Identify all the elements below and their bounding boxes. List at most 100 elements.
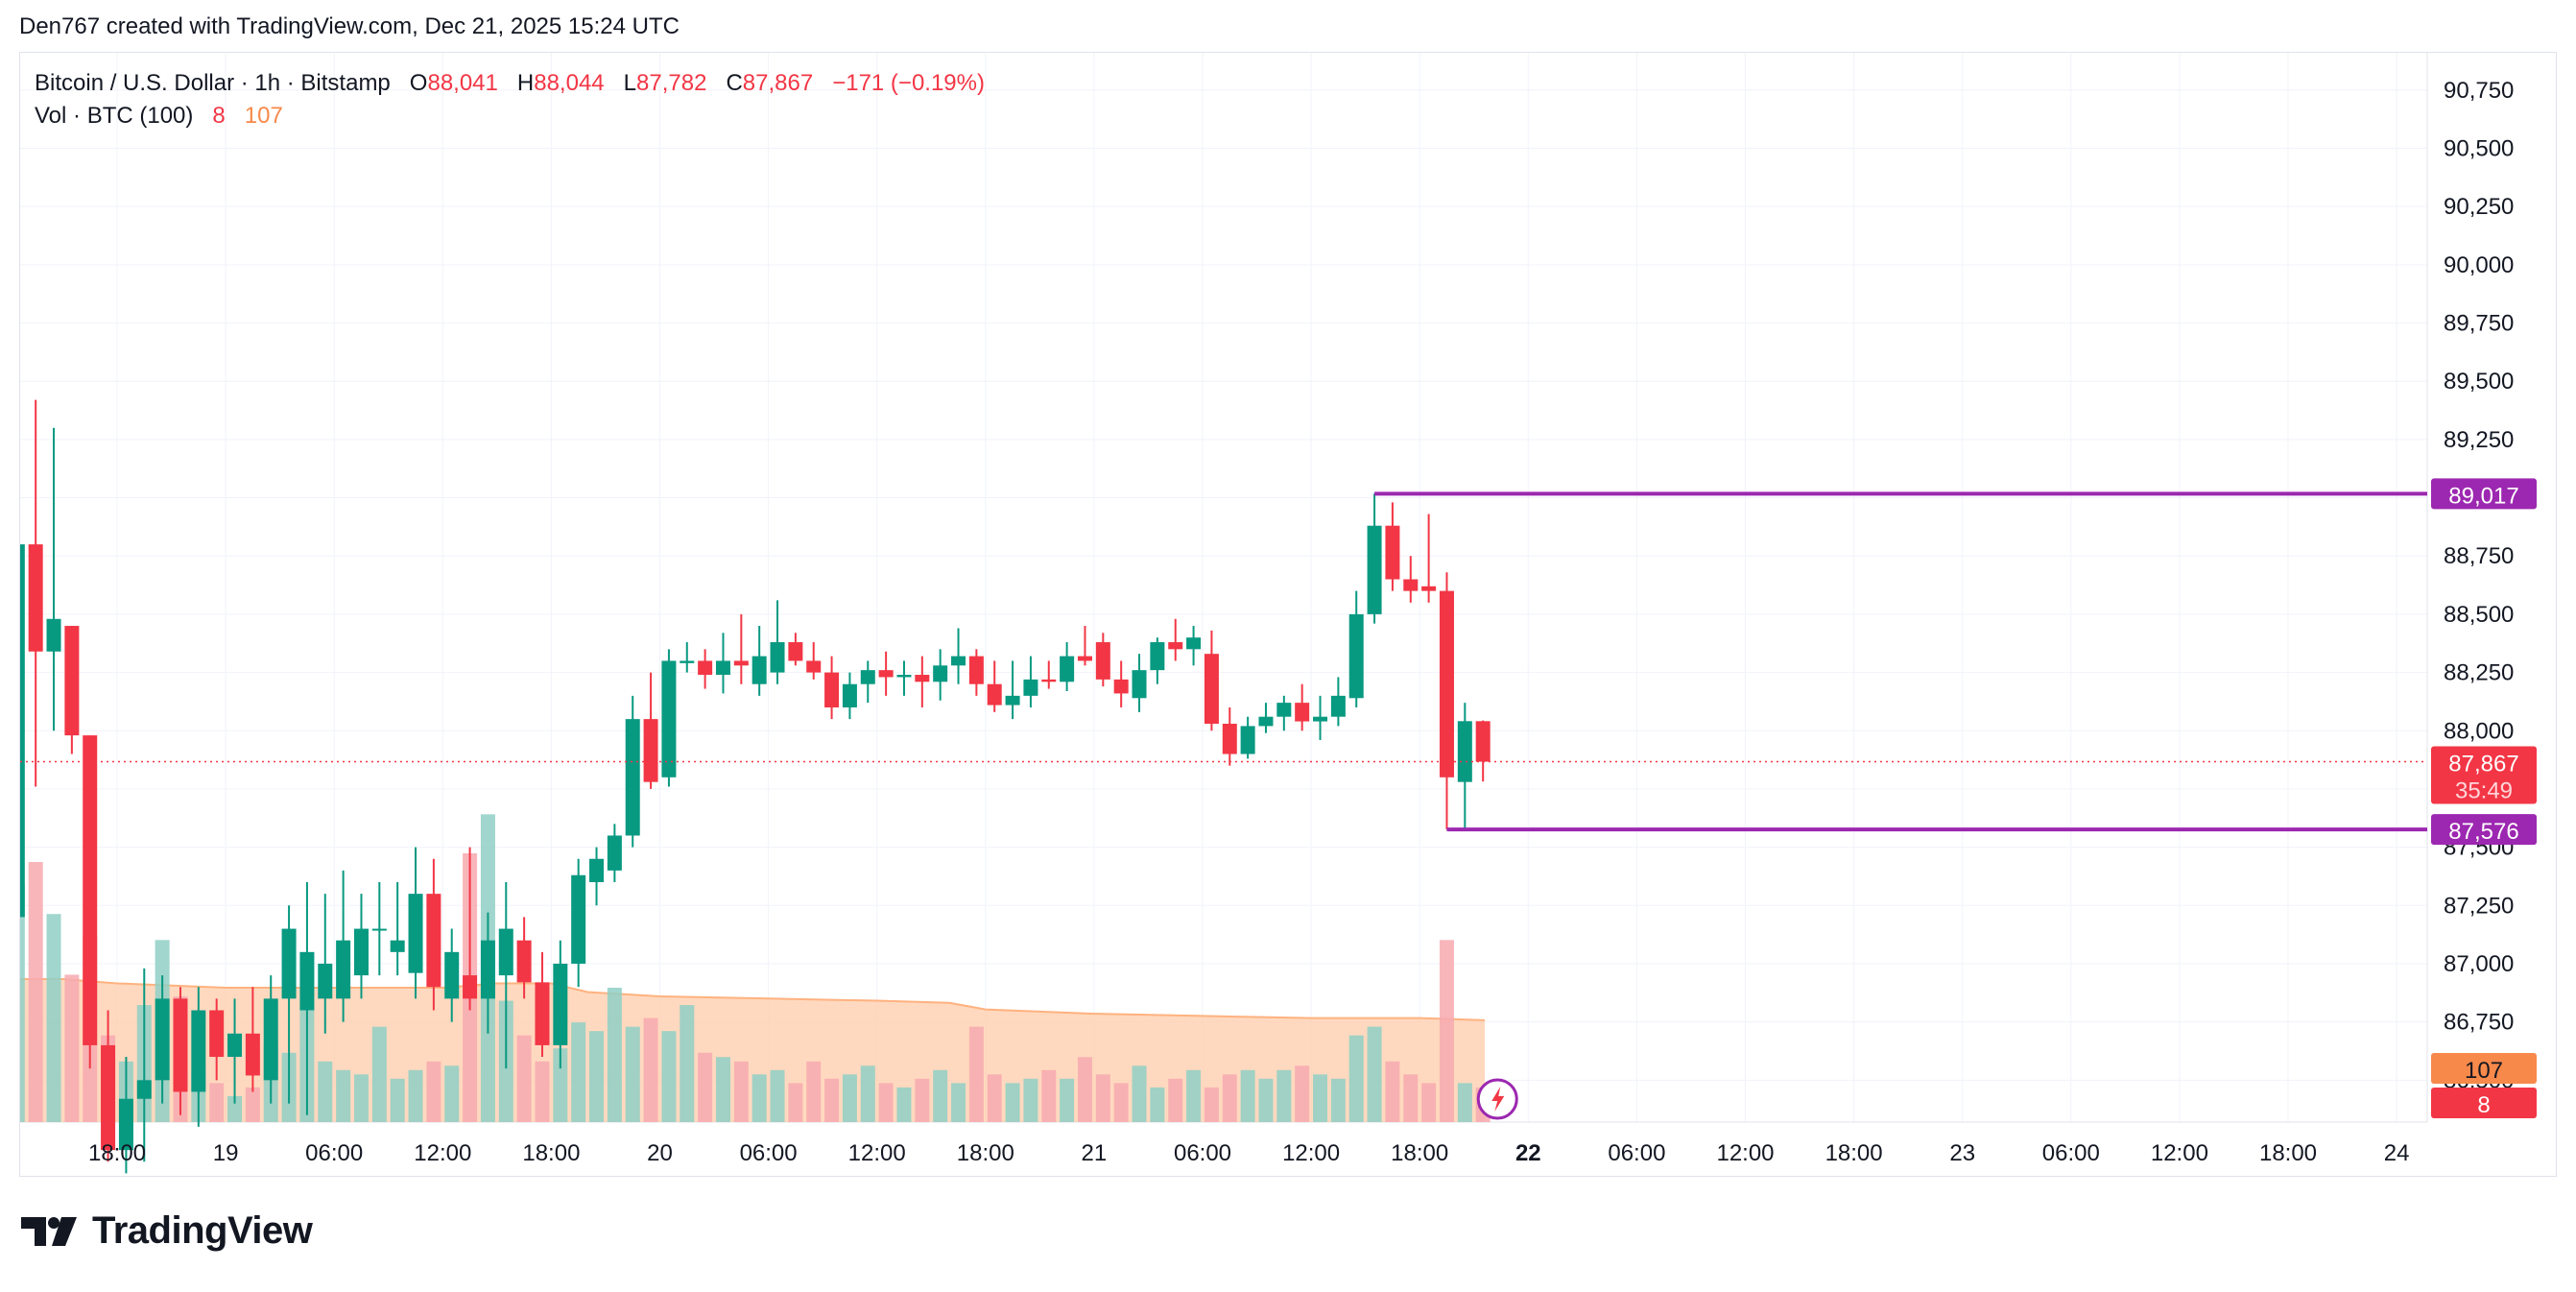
volume-bar xyxy=(336,1069,351,1122)
change-value: −171 (−0.19%) xyxy=(832,70,985,96)
volume-bar xyxy=(1313,1074,1328,1122)
candle-body xyxy=(1439,590,1454,778)
volume-bar xyxy=(987,1074,1002,1122)
price-chart[interactable]: 90,750 90,500 90,250 90,000 89,750 89,500 89,2… xyxy=(20,53,2558,1178)
candle-body xyxy=(480,940,495,999)
volume-ma-badge-bg xyxy=(2431,1053,2537,1084)
price-axis-tick-label: 87,250 xyxy=(2444,893,2514,919)
candle-body xyxy=(191,1010,206,1092)
candle-body xyxy=(698,660,713,676)
candle-body xyxy=(390,940,405,952)
candle-body xyxy=(951,656,966,666)
volume-bar xyxy=(318,1061,333,1122)
price-axis-tick-label: 90,250 xyxy=(2444,194,2514,220)
candle-body xyxy=(1330,695,1346,717)
candle-body xyxy=(408,894,423,973)
candle-body xyxy=(299,951,315,1011)
symbol-label[interactable]: Bitcoin / U.S. Dollar · 1h · Bitstamp xyxy=(35,70,391,96)
candle-body xyxy=(1222,723,1237,754)
time-axis-tick-label: 18:00 xyxy=(2259,1140,2317,1166)
volume-bar xyxy=(1005,1083,1020,1122)
price-axis-tick-label: 88,750 xyxy=(2444,543,2514,569)
candle-body xyxy=(1276,703,1292,717)
volume-ma-badge-text: 107 xyxy=(2465,1058,2503,1084)
volume-bar xyxy=(28,862,43,1122)
candle-body xyxy=(860,670,875,684)
candle-body xyxy=(589,858,605,883)
volume-bar xyxy=(1222,1074,1237,1122)
close-label: C xyxy=(726,70,743,96)
candle-body xyxy=(751,656,767,684)
tradingview-logo-icon xyxy=(21,1216,77,1246)
volume-bar xyxy=(770,1069,785,1122)
volume-bar xyxy=(1457,1083,1472,1122)
candle-body xyxy=(136,1080,152,1099)
volume-bar xyxy=(1023,1078,1038,1122)
volume-bar xyxy=(46,914,61,1122)
volume-bar xyxy=(227,1095,243,1122)
volume-bar xyxy=(625,1026,640,1122)
candle-body xyxy=(1132,670,1147,699)
price-axis-tick-label: 86,750 xyxy=(2444,1010,2514,1036)
candle-body xyxy=(806,660,822,673)
time-axis-tick-label: 24 xyxy=(2384,1140,2410,1166)
candle-body xyxy=(1204,654,1219,724)
candle-body xyxy=(968,656,984,684)
chart-frame[interactable]: 90,750 90,500 90,250 90,000 89,750 89,500 89,2… xyxy=(19,52,2557,1177)
volume-bar xyxy=(1168,1078,1183,1122)
volume-bar xyxy=(788,1083,803,1122)
volume-bar xyxy=(516,1035,532,1122)
candle-body xyxy=(1403,579,1419,591)
volume-bar xyxy=(842,1074,857,1122)
candle-body xyxy=(770,642,785,673)
candle-body xyxy=(1457,721,1472,782)
candle-body xyxy=(1385,525,1400,580)
price-axis-tick-label: 89,750 xyxy=(2444,311,2514,337)
candle-body xyxy=(281,928,297,999)
time-axis-tick-label: 18:00 xyxy=(1825,1140,1883,1166)
time-axis-tick-label: 12:00 xyxy=(2151,1140,2208,1166)
candle-body xyxy=(1186,637,1202,650)
price-axis-tick-label: 88,500 xyxy=(2444,602,2514,628)
candle-body xyxy=(227,1033,243,1058)
time-axis-tick-label: 12:00 xyxy=(1716,1140,1774,1166)
candle-body xyxy=(318,963,333,999)
candle-body xyxy=(173,998,188,1092)
candle-body xyxy=(824,672,840,707)
volume-label[interactable]: Vol · BTC (100) xyxy=(35,103,194,129)
volume-bar xyxy=(1132,1065,1147,1122)
time-axis-tick-label: 19 xyxy=(213,1140,239,1166)
volume-bar xyxy=(571,1022,586,1122)
candle-body xyxy=(83,735,98,1045)
candle-body xyxy=(1060,656,1075,682)
candle-body xyxy=(463,975,478,999)
price-axis-tick-label: 89,500 xyxy=(2444,369,2514,395)
candle-body xyxy=(263,998,278,1081)
volume-bar xyxy=(408,1069,423,1122)
candle-body xyxy=(118,1098,133,1151)
candle-body xyxy=(101,1044,116,1151)
tradingview-logo[interactable]: TradingView xyxy=(21,1209,313,1253)
time-axis-tick-label: 06:00 xyxy=(305,1140,363,1166)
candle-body xyxy=(715,660,730,676)
high-label: H xyxy=(516,70,535,96)
close-value: 87,867 xyxy=(742,70,814,96)
volume-bar xyxy=(245,1087,260,1122)
time-axis-tick-label: 18:00 xyxy=(522,1140,580,1166)
candle-body xyxy=(209,1010,225,1058)
candle-body xyxy=(643,719,658,782)
chart-legend: Bitcoin / U.S. Dollar · 1h · Bitstamp O8… xyxy=(35,67,985,132)
volume-bar xyxy=(1095,1074,1110,1122)
volume-bar xyxy=(1421,1083,1437,1122)
candle-body xyxy=(788,642,803,661)
volume-bar xyxy=(824,1078,840,1122)
volume-bar xyxy=(806,1061,822,1122)
candle-body xyxy=(1421,586,1437,591)
time-axis-tick-label: 12:00 xyxy=(414,1140,471,1166)
candle-body xyxy=(607,835,622,871)
tradingview-wordmark: TradingView xyxy=(92,1209,313,1252)
candle-body xyxy=(1168,642,1183,650)
candle-body xyxy=(933,665,948,682)
time-axis-tick-label: 06:00 xyxy=(1608,1140,1665,1166)
volume-bar xyxy=(698,1052,713,1122)
